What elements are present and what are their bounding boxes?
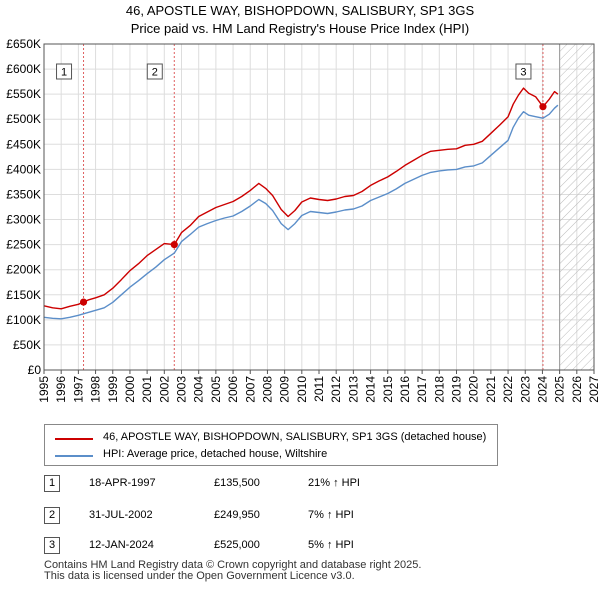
sale-date: 12-JAN-2024 <box>89 539 154 551</box>
sale-row: 1 18-APR-1997 £135,500 21% ↑ HPI <box>44 474 564 494</box>
x-tick-label: 1999 <box>106 376 120 403</box>
x-tick-label: 2018 <box>432 376 446 403</box>
y-tick-label: £350K <box>6 187 41 201</box>
y-tick-label: £550K <box>6 87 41 101</box>
x-tick-label: 2023 <box>518 376 532 403</box>
sale-marker-label: 2 <box>152 67 158 79</box>
y-tick-label: £400K <box>6 162 41 176</box>
sale-marker-label: 1 <box>61 67 67 79</box>
y-tick-label: £650K <box>6 37 41 51</box>
footer: Contains HM Land Registry data © Crown c… <box>44 560 421 582</box>
y-tick-label: £250K <box>6 238 41 252</box>
legend-swatch-hpi <box>55 455 93 457</box>
y-tick-label: £300K <box>6 213 41 227</box>
sale-marker-box <box>515 63 532 80</box>
x-tick-label: 2016 <box>398 376 412 403</box>
sale-date: 31-JUL-2002 <box>89 509 153 521</box>
x-tick-label: 2009 <box>278 376 292 403</box>
sale-marker-box <box>56 63 73 80</box>
x-tick-label: 2007 <box>243 376 257 403</box>
footer-copyright: Contains HM Land Registry data © Crown c… <box>44 559 422 571</box>
x-tick-label: 2024 <box>535 376 549 403</box>
legend-label-hpi: HPI: Average price, detached house, Wilt… <box>103 448 328 460</box>
y-tick-label: £150K <box>6 288 41 302</box>
price-chart: 1 2 3 £0 £50K £100K £150K £200K £250K £300K £350K £… <box>6 37 600 403</box>
x-tick-label: 2021 <box>484 376 498 403</box>
x-tick-label: 2022 <box>501 376 515 403</box>
sale-price: £525,000 <box>214 539 260 551</box>
x-tick-label: 2026 <box>570 376 584 403</box>
x-tick-label: 2017 <box>415 376 429 403</box>
legend: 46, APOSTLE WAY, BISHOPDOWN, SALISBURY, … <box>44 424 498 466</box>
legend-swatch-property <box>55 438 93 440</box>
chart-subtitle: Price paid vs. HM Land Registry's House … <box>130 21 470 36</box>
y-tick-label: £200K <box>6 263 41 277</box>
x-tick-label: 2012 <box>329 376 343 403</box>
legend-label-property: 46, APOSTLE WAY, BISHOPDOWN, SALISBURY, … <box>103 431 487 443</box>
x-tick-label: 2013 <box>346 376 360 403</box>
sale-number-badge: 1 <box>44 475 60 492</box>
sale-number-badge: 2 <box>44 507 60 524</box>
footer-licence: This data is licensed under the Open Gov… <box>44 570 355 582</box>
sale-price: £249,950 <box>214 509 260 521</box>
forecast-region <box>559 44 594 370</box>
x-tick-label: 2020 <box>467 376 481 403</box>
sale-point <box>170 241 178 249</box>
x-tick-label: 1995 <box>37 376 51 403</box>
sale-price: £135,500 <box>214 477 260 489</box>
y-tick-label: £450K <box>6 137 41 151</box>
x-tick-label: 2011 <box>312 376 326 402</box>
x-tick-label: 2010 <box>295 376 309 403</box>
x-tick-label: 2000 <box>123 376 137 403</box>
x-tick-label: 1996 <box>54 376 68 403</box>
x-tick-label: 2025 <box>553 376 567 403</box>
y-tick-label: £600K <box>6 62 41 76</box>
x-tick-label: 2001 <box>140 376 154 403</box>
sale-point <box>79 298 88 306</box>
x-tick-label: 2003 <box>175 376 189 403</box>
y-tick-label: £50K <box>13 338 41 352</box>
property-price-line <box>43 87 559 310</box>
x-tick-label: 2015 <box>381 376 395 403</box>
chart-title: 46, APOSTLE WAY, BISHOPDOWN, SALISBURY, … <box>125 3 475 18</box>
sale-hpi-change: 7% ↑ HPI <box>308 509 354 521</box>
x-tick-label: 2005 <box>209 376 223 403</box>
sale-hpi-change: 21% ↑ HPI <box>308 477 360 489</box>
sale-point <box>539 103 547 111</box>
sale-marker-box <box>146 63 163 80</box>
sale-number-badge: 3 <box>44 537 60 554</box>
y-tick-label: £500K <box>6 112 41 126</box>
x-tick-label: 1998 <box>89 376 103 403</box>
sale-hpi-change: 5% ↑ HPI <box>308 539 354 551</box>
x-tick-label: 2027 <box>587 376 600 403</box>
x-tick-label: 2006 <box>226 376 240 403</box>
y-tick-label: £0 <box>28 363 42 377</box>
sale-row: 3 12-JAN-2024 £525,000 5% ↑ HPI <box>44 536 564 556</box>
sale-date: 18-APR-1997 <box>89 477 156 489</box>
x-tick-label: 1997 <box>71 376 85 403</box>
y-tick-label: £100K <box>6 313 41 327</box>
hpi-line <box>43 104 559 320</box>
x-tick-label: 2014 <box>364 376 378 403</box>
x-tick-label: 2004 <box>192 376 206 403</box>
x-tick-label: 2019 <box>450 376 464 403</box>
x-tick-label: 2002 <box>157 376 171 403</box>
sale-marker-label: 3 <box>520 67 526 79</box>
sale-row: 2 31-JUL-2002 £249,950 7% ↑ HPI <box>44 506 564 526</box>
x-tick-label: 2008 <box>260 376 274 403</box>
